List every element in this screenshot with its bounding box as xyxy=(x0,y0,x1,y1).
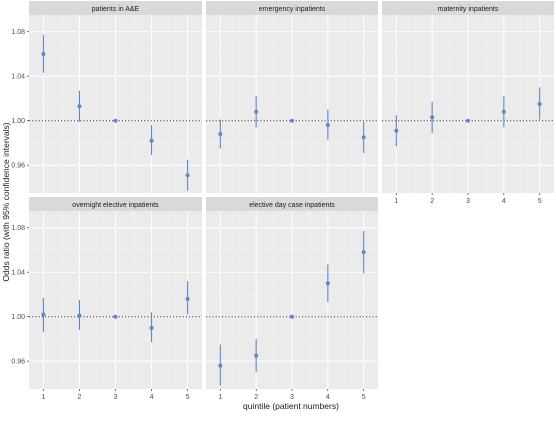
data-point xyxy=(185,173,190,178)
data-point xyxy=(149,138,154,143)
data-point xyxy=(501,109,506,114)
y-tick-label: 1.00 xyxy=(11,314,25,321)
data-point xyxy=(77,104,82,109)
x-tick-label: 5 xyxy=(186,394,190,401)
facet-strip xyxy=(206,1,378,15)
facet-title: patients in A&E xyxy=(92,6,140,13)
facet-panel: emergency inpatients xyxy=(206,1,378,193)
x-tick-label: 4 xyxy=(326,394,330,401)
data-point xyxy=(361,250,366,255)
x-tick-label: 1 xyxy=(41,394,45,401)
x-tick-label: 2 xyxy=(254,394,258,401)
facet-title: maternity inpatients xyxy=(438,6,499,13)
x-tick-label: 5 xyxy=(538,198,542,205)
x-tick-label: 1 xyxy=(218,394,222,401)
data-point xyxy=(113,314,118,319)
facet-title: elective day case inpatients xyxy=(249,202,335,209)
facet-panel: patients in A&E 0.96 1.00 1.04 1.08 xyxy=(11,1,202,193)
data-point xyxy=(361,135,366,140)
data-point xyxy=(149,325,154,330)
data-point xyxy=(41,312,46,317)
x-tick-label: 1 xyxy=(394,198,398,205)
facet-strip xyxy=(206,197,378,211)
y-tick-label: 1.00 xyxy=(11,118,25,125)
facet-strip xyxy=(29,1,202,15)
y-tick-label: 1.04 xyxy=(11,270,25,277)
data-point xyxy=(325,281,330,286)
data-point xyxy=(113,118,118,123)
x-tick-label: 2 xyxy=(430,198,434,205)
y-tick-label: 0.96 xyxy=(11,359,25,366)
data-point xyxy=(466,118,470,123)
data-point xyxy=(77,313,82,318)
facet-strip xyxy=(29,197,202,211)
data-point xyxy=(430,115,435,120)
data-point xyxy=(254,109,259,114)
x-tick-label: 3 xyxy=(466,198,470,205)
facet-title: emergency inpatients xyxy=(259,6,326,13)
data-point xyxy=(325,123,330,128)
y-tick-label: 0.96 xyxy=(11,163,25,170)
facet-title: overnight elective inpatients xyxy=(72,202,159,209)
facet-strip xyxy=(382,1,554,15)
data-point xyxy=(218,363,223,368)
data-point xyxy=(218,132,223,137)
data-point xyxy=(185,296,190,301)
x-tick-label: 2 xyxy=(78,394,82,401)
x-tick-label: 3 xyxy=(114,394,118,401)
data-point xyxy=(41,51,46,56)
y-tick-label: 1.04 xyxy=(11,74,25,81)
x-tick-label: 4 xyxy=(502,198,506,205)
x-axis-title: quintile (patient numbers) xyxy=(243,401,339,411)
facet-panel: maternity inpatients 1 2 3 4 5 xyxy=(382,1,554,205)
facet-panel: elective day case inpatients 1 2 3 4 5 xyxy=(206,197,378,401)
y-tick-label: 1.08 xyxy=(11,225,25,232)
x-tick-label: 3 xyxy=(290,394,294,401)
facet-panel: overnight elective inpatients 0.96 1.00 1.0… xyxy=(11,197,202,401)
data-point xyxy=(394,128,399,133)
data-point xyxy=(254,353,259,358)
y-tick-label: 1.08 xyxy=(11,29,25,36)
data-point xyxy=(537,102,542,106)
data-point xyxy=(290,314,294,319)
x-tick-label: 4 xyxy=(150,394,154,401)
x-tick-label: 5 xyxy=(362,394,366,401)
data-point xyxy=(290,118,294,123)
y-axis-title: Odds ratio (with 95% confidence interval… xyxy=(1,122,11,281)
